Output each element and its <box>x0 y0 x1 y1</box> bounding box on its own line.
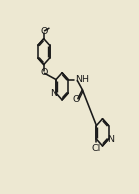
Text: NH: NH <box>75 74 90 84</box>
Text: N: N <box>50 89 57 98</box>
Text: O: O <box>40 27 47 36</box>
Text: O: O <box>40 68 47 77</box>
Text: Cl: Cl <box>91 144 101 153</box>
Text: O: O <box>73 95 80 104</box>
Text: N: N <box>107 135 114 144</box>
